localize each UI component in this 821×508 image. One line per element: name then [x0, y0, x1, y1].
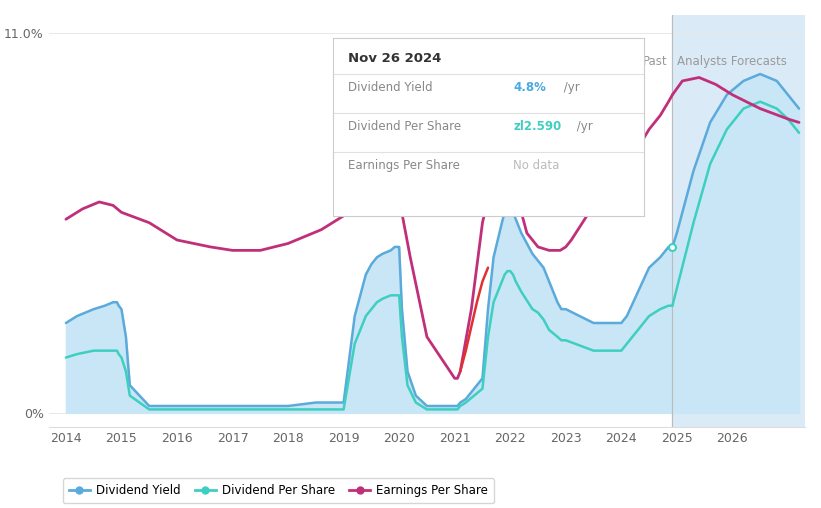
Text: /yr: /yr	[560, 81, 580, 94]
Text: /yr: /yr	[573, 120, 593, 133]
Legend: Dividend Yield, Dividend Per Share, Earnings Per Share: Dividend Yield, Dividend Per Share, Earn…	[62, 479, 494, 503]
Bar	[672, 15, 805, 427]
Text: Analysts Forecasts: Analysts Forecasts	[677, 55, 787, 68]
Text: zl2.590: zl2.590	[513, 120, 562, 133]
Text: Dividend Yield: Dividend Yield	[348, 81, 433, 94]
Text: Dividend Per Share: Dividend Per Share	[348, 120, 461, 133]
Text: 4.8%: 4.8%	[513, 81, 546, 94]
Text: Past: Past	[644, 55, 668, 68]
Text: No data: No data	[513, 159, 560, 172]
Text: Earnings Per Share: Earnings Per Share	[348, 159, 460, 172]
Text: Nov 26 2024: Nov 26 2024	[348, 52, 442, 66]
